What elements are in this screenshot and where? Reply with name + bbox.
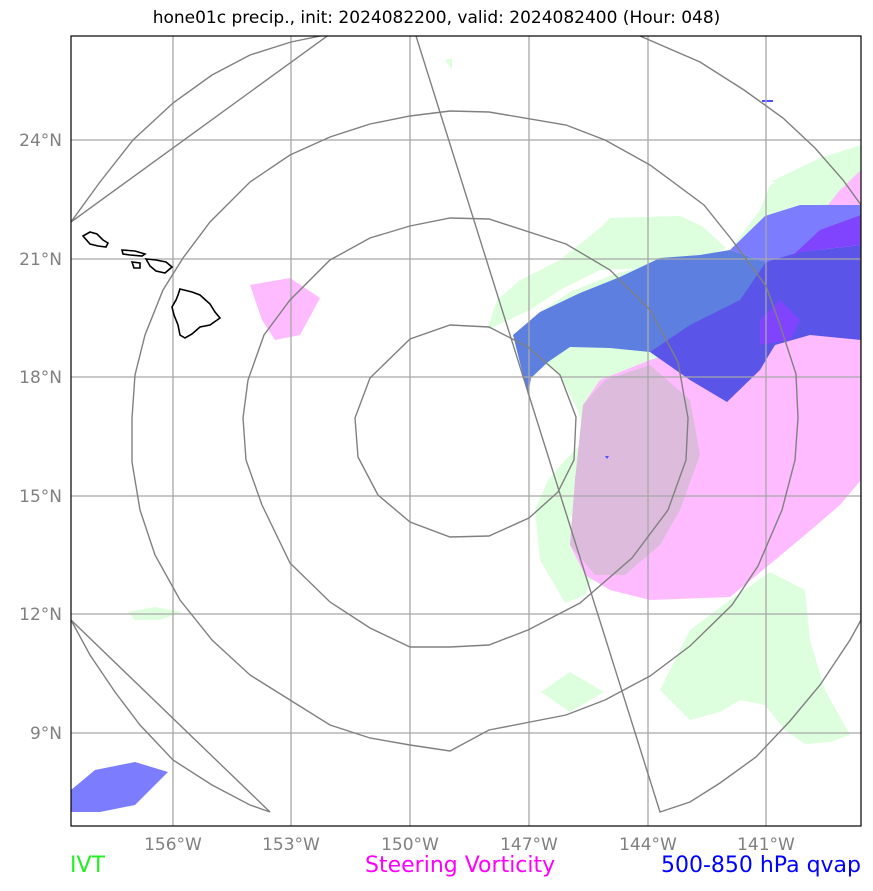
lon-label-144w: 144°W <box>619 835 677 855</box>
range-rings <box>71 36 861 813</box>
lat-label-24n: 24°N <box>19 131 62 151</box>
lat-label-21n: 21°N <box>19 250 62 270</box>
lat-label-15n: 15°N <box>19 487 62 507</box>
lon-label-141w: 141°W <box>737 835 795 855</box>
lon-label-156w: 156°W <box>144 835 202 855</box>
map-frame <box>70 35 862 827</box>
graticule <box>71 36 861 826</box>
lat-label-9n: 9°N <box>30 724 62 744</box>
legend-ivt: IVT <box>70 853 105 878</box>
map-title: hone01c precip., init: 2024082200, valid… <box>152 8 721 28</box>
lon-label-150w: 150°W <box>381 835 439 855</box>
legend-steering-vorticity: Steering Vorticity <box>365 853 556 878</box>
qvap-field <box>71 100 861 812</box>
overlap-field <box>570 365 700 575</box>
legend-qvap: 500-850 hPa qvap <box>660 853 861 878</box>
lat-label-18n: 18°N <box>19 368 62 388</box>
lat-label-12n: 12°N <box>19 605 62 625</box>
lon-label-147w: 147°W <box>500 835 558 855</box>
hawaii-coastline <box>81 231 222 339</box>
lon-label-153w: 153°W <box>262 835 320 855</box>
